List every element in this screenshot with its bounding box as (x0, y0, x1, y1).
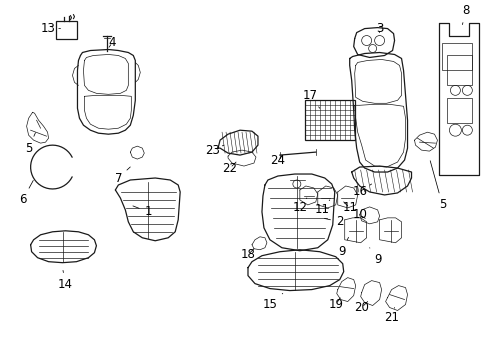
Text: 17: 17 (302, 89, 319, 108)
Text: 13: 13 (41, 22, 61, 35)
Text: 8: 8 (462, 4, 469, 24)
Text: 20: 20 (353, 301, 368, 314)
Text: 9: 9 (369, 248, 381, 266)
Bar (447, 98, 471, 123)
Text: 22: 22 (222, 162, 237, 175)
Text: 12: 12 (292, 198, 307, 215)
Text: 14: 14 (58, 270, 73, 291)
Text: 7: 7 (114, 167, 130, 185)
Text: 5: 5 (429, 161, 445, 211)
Text: 24: 24 (270, 154, 285, 167)
Text: 18: 18 (240, 248, 255, 261)
Bar (56, 21, 77, 39)
Text: 6: 6 (19, 180, 33, 206)
Bar (442, 42, 471, 71)
Bar (447, 55, 471, 85)
Text: 15: 15 (262, 293, 282, 311)
Text: 2: 2 (324, 215, 343, 228)
Text: 16: 16 (351, 184, 371, 198)
Text: 11: 11 (342, 201, 356, 215)
Text: 1: 1 (133, 205, 152, 219)
Text: 21: 21 (383, 307, 398, 324)
Text: 4: 4 (108, 36, 116, 49)
Text: 23: 23 (204, 144, 224, 157)
Bar (304, 100, 354, 140)
Text: 10: 10 (351, 208, 366, 221)
Text: 9: 9 (337, 237, 348, 258)
Text: 3: 3 (375, 22, 383, 35)
Text: 19: 19 (327, 298, 343, 311)
Text: 11: 11 (314, 200, 329, 216)
Text: 5: 5 (25, 133, 36, 155)
